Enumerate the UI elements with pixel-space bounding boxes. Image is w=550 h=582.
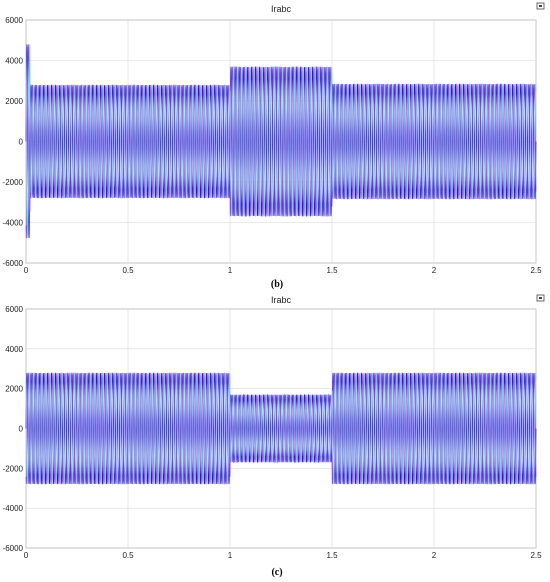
- series-line-phase-a: [25, 44, 537, 239]
- chart-panel-2: 0 0.5 1 1.5 2 2.5 6000 4000 2000 0 -2000 -4000 -6000…: [3, 294, 545, 578]
- y-tick-label: -6000: [3, 259, 24, 268]
- y-tick-label: 0: [19, 138, 24, 147]
- y-tick-label: 0: [19, 425, 24, 434]
- x-tick-label: 0.5: [122, 551, 134, 560]
- dock-icon[interactable]: [536, 294, 545, 302]
- series-line-phase-b: [25, 372, 537, 485]
- x-tick-label: 1: [228, 551, 233, 560]
- series-line-phase-a: [25, 372, 537, 485]
- dock-icon-glyph: [539, 5, 542, 7]
- y-tick-label: -2000: [3, 464, 24, 473]
- dock-icon-glyph: [539, 297, 542, 299]
- y-tick-label: -4000: [3, 219, 24, 228]
- x-tick-label: 2: [432, 551, 437, 560]
- x-tick-label: 0: [24, 266, 29, 275]
- x-tick-label: 1.5: [326, 551, 338, 560]
- chart-panel-1: 0 0.5 1 1.5 2 2.5 6000 4000 2000 0 -2000 -4000 -6000…: [3, 2, 545, 290]
- series-line-phase-c: [25, 372, 537, 485]
- x-tick-label: 0.5: [122, 266, 134, 275]
- x-tick-label: 1: [228, 266, 233, 275]
- x-tick-label: 2.5: [530, 266, 542, 275]
- x-tick-label: 1.5: [326, 266, 338, 275]
- dock-icon[interactable]: [536, 2, 545, 10]
- y-tick-label: -2000: [3, 178, 24, 187]
- y-tick-label: 4000: [5, 345, 23, 354]
- y-tick-label: -4000: [3, 504, 24, 513]
- y-tick-label: 6000: [5, 305, 23, 314]
- y-tick-label: -6000: [3, 544, 24, 553]
- series-line-phase-b: [25, 44, 537, 239]
- series-line-phase-c: [25, 44, 537, 239]
- x-tick-label: 2: [432, 266, 437, 275]
- chart-title: Irabc: [271, 4, 292, 14]
- chart-title: Irabc: [271, 295, 292, 305]
- y-tick-label: 2000: [5, 97, 23, 106]
- x-tick-label: 0: [24, 551, 29, 560]
- figure-caption: (b): [271, 279, 283, 290]
- y-tick-label: 2000: [5, 385, 23, 394]
- y-tick-label: 6000: [5, 16, 23, 25]
- y-tick-label: 4000: [5, 57, 23, 66]
- figure-caption: (c): [271, 567, 282, 578]
- x-tick-label: 2.5: [530, 551, 542, 560]
